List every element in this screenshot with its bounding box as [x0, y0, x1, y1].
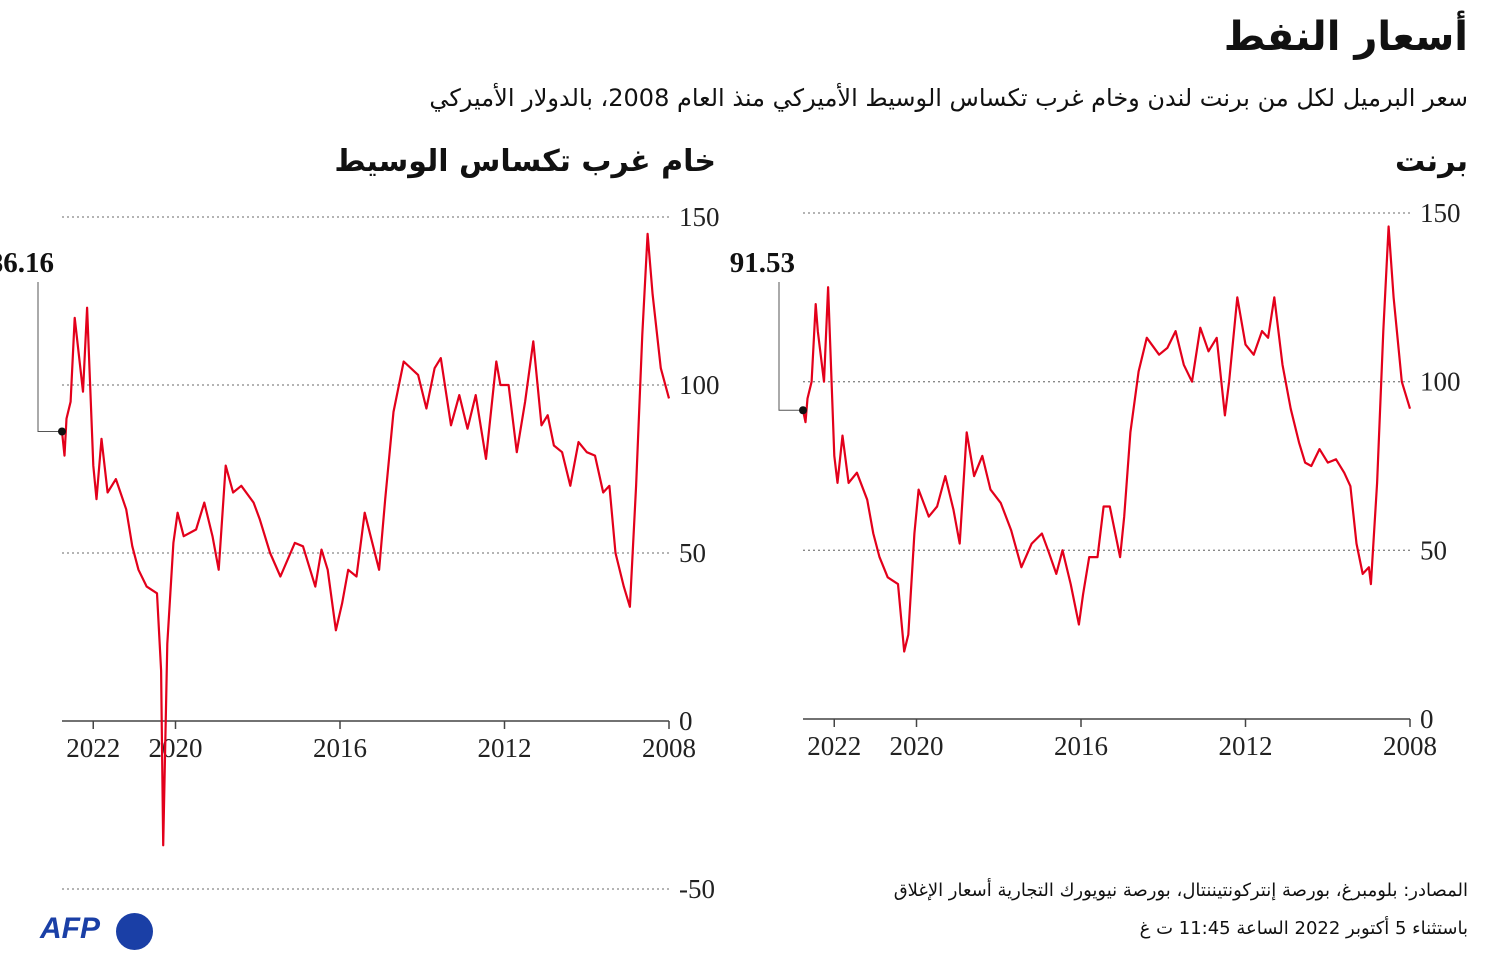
x-tick-label: 2016 — [1054, 731, 1108, 761]
y-tick-label: -50 — [679, 874, 715, 904]
annotation-leader — [37, 282, 62, 433]
y-tick-label: 50 — [1420, 535, 1447, 565]
x-tick-label: 2012 — [478, 733, 532, 763]
annotation-label: 91.53 — [730, 247, 795, 279]
y-tick-label: 150 — [1420, 198, 1461, 228]
x-tick-label: 2008 — [1383, 731, 1437, 761]
source-line: باستثناء 5 أكتوبر 2022 الساعة 11:45 ت غ — [1139, 918, 1468, 939]
logo-dot — [116, 913, 153, 950]
title: أسعار النفط — [1223, 14, 1468, 60]
x-tick-label: 2008 — [642, 733, 696, 763]
y-tick-label: 150 — [679, 202, 720, 232]
subtitle: سعر البرميل لكل من برنت لندن وخام غرب تك… — [429, 84, 1468, 112]
x-tick-label: 2022 — [807, 731, 861, 761]
panel-title: خام غرب تكساس الوسيط — [334, 144, 716, 179]
annotation-leader — [778, 282, 803, 411]
x-tick-label: 2012 — [1219, 731, 1273, 761]
x-tick-label: 2022 — [66, 733, 120, 763]
last-point — [799, 406, 807, 415]
panel-title: برنت — [1395, 144, 1468, 179]
y-tick-label: 100 — [679, 370, 720, 400]
x-tick-label: 2020 — [890, 731, 944, 761]
last-point — [58, 427, 66, 436]
annotation-label: 86.16 — [0, 247, 54, 279]
price-line — [60, 232, 671, 847]
y-tick-label: 0 — [679, 706, 693, 736]
logo-text: AFP — [40, 912, 100, 945]
x-tick-label: 2020 — [149, 733, 203, 763]
y-tick-label: 50 — [679, 538, 706, 568]
source-line: المصادر: بلومبرغ، بورصة إنتركونتيننتال، … — [893, 880, 1468, 901]
logo: AFP — [40, 912, 160, 952]
y-tick-label: 100 — [1420, 367, 1461, 397]
price-line — [801, 225, 1412, 653]
y-tick-label: 0 — [1420, 704, 1434, 734]
x-tick-label: 2016 — [313, 733, 367, 763]
